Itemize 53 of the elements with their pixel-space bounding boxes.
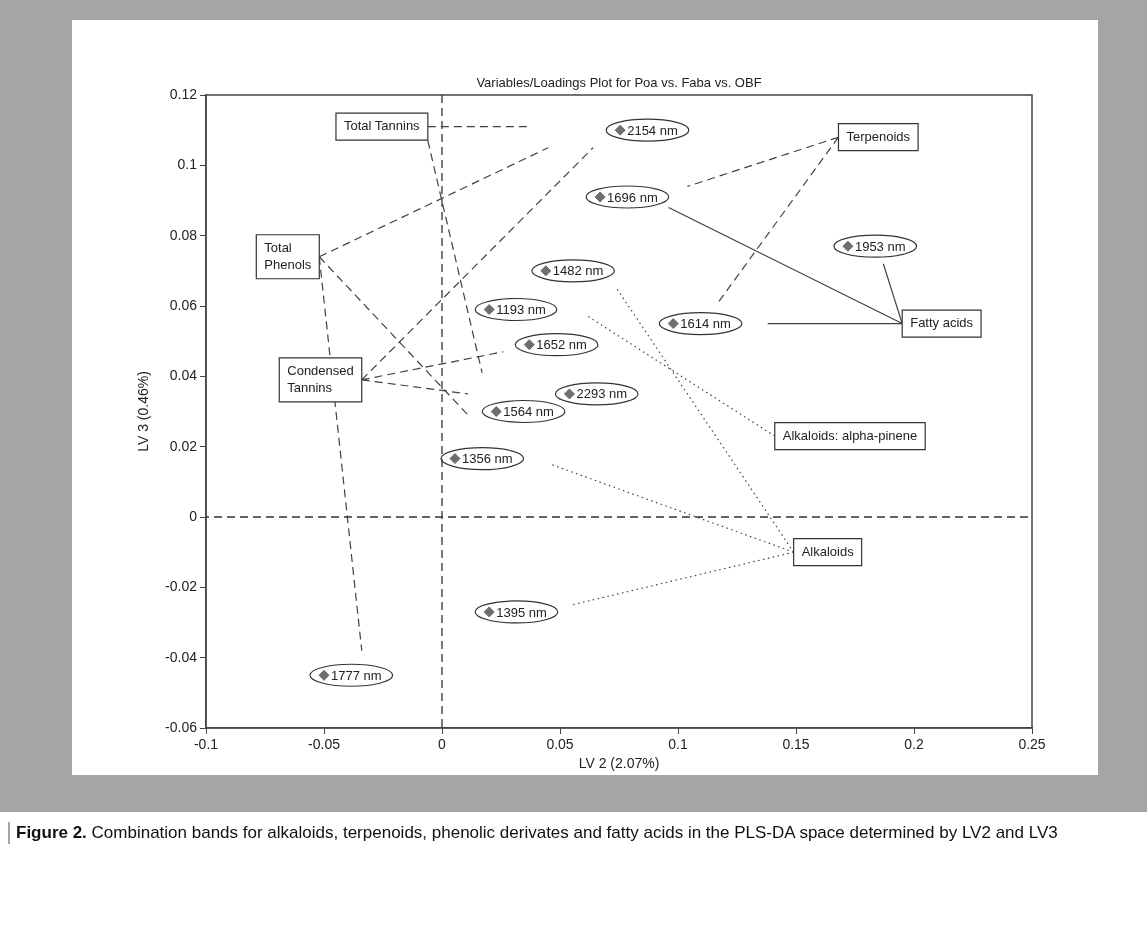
series-label: 1564 nm	[503, 404, 554, 420]
point	[842, 240, 854, 252]
point	[540, 265, 552, 277]
point	[523, 339, 535, 351]
y-tick-label: -0.02	[165, 578, 198, 595]
series-label: 1193 nm	[496, 302, 546, 318]
series-label: Total Tannins	[343, 118, 421, 134]
x-tick-label: 0.15	[782, 736, 810, 753]
series-label: 1482 nm	[552, 263, 604, 279]
chart-title: Variables/Loadings Plot for Poa vs. Faba vs. OBF	[476, 74, 762, 90]
series-label: Alkaloids: alpha-pinene	[782, 427, 918, 443]
point	[490, 406, 502, 417]
x-tick-label: 0.1	[668, 736, 688, 753]
series-label: 2154 nm	[627, 122, 678, 138]
point	[483, 304, 495, 316]
point	[667, 318, 679, 330]
point	[594, 191, 606, 203]
x-tick-label: 0.25	[1018, 736, 1046, 753]
x-tick-label: -0.05	[308, 736, 341, 753]
series-label: 1696 nm	[607, 189, 658, 205]
series-label: Terpenoids	[846, 128, 911, 144]
caption: Figure 2. Combination bands for alkaloids, terpenoids, phenolic derivates and fatty acids in the PLS-DA space determined by LV2 and LV3	[16, 822, 1059, 844]
series-label: Fatty acids	[910, 315, 974, 331]
point	[449, 453, 461, 465]
series-label: 1395 nm	[496, 604, 547, 620]
series-label: 1356 nm	[461, 451, 513, 467]
y-tick-label: 0.12	[169, 85, 198, 102]
point	[318, 669, 330, 681]
y-tick-label: -0.04	[165, 648, 198, 665]
x-tick-label: 0	[438, 736, 447, 753]
x-tick-label: -0.1	[193, 736, 219, 753]
series-label: Condensed Tannins	[287, 362, 354, 395]
series-label: 1777 nm	[331, 667, 382, 683]
series-label: 1614 nm	[680, 316, 731, 332]
y-axis-title: LV 3 (0.46%)	[135, 371, 152, 452]
point	[614, 124, 626, 136]
y-tick-label: 0.08	[169, 226, 198, 243]
y-tick-label: 0.06	[169, 296, 198, 313]
y-tick-label: 0.04	[169, 367, 198, 384]
point	[483, 606, 495, 618]
y-tick-label: -0.06	[165, 718, 198, 735]
x-tick-label: 0.2	[904, 736, 924, 753]
point	[563, 388, 575, 400]
series-label: 1652 nm	[536, 337, 587, 353]
series-label: Alkaloids	[801, 543, 855, 559]
series-label: Total Phenols	[264, 239, 312, 272]
y-tick-label: 0.02	[169, 437, 198, 454]
x-tick-label: 0.05	[546, 736, 574, 753]
x-axis-title: LV 2 (2.07%)	[578, 755, 660, 772]
series-label: 2293 nm	[576, 386, 628, 402]
series-label: 1953 nm	[854, 238, 906, 254]
y-tick-label: 0.1	[177, 156, 198, 173]
y-tick-label: 0	[189, 507, 198, 524]
